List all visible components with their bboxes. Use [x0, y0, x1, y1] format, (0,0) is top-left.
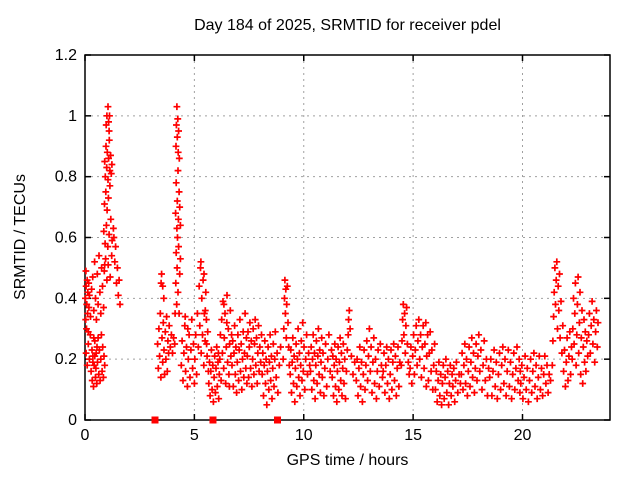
square-marker-flagged-epochs — [274, 416, 281, 424]
x-tick-label: 15 — [404, 427, 422, 444]
y-tick-label: 1.2 — [55, 47, 77, 64]
square-marker-flagged-epochs — [209, 416, 217, 424]
y-tick-label: 1 — [68, 108, 77, 125]
square-marker-flagged-epochs — [151, 416, 159, 424]
y-tick-label: 0.2 — [55, 351, 77, 368]
x-tick-label: 10 — [295, 427, 313, 444]
scatter-points-srmtid — [82, 103, 602, 409]
y-tick-label: 0.8 — [55, 169, 77, 186]
chart-title: Day 184 of 2025, SRMTID for receiver pde… — [194, 17, 501, 34]
y-tick-label: 0.4 — [55, 290, 77, 307]
x-tick-label: 5 — [190, 427, 199, 444]
y-tick-label: 0.6 — [55, 230, 77, 247]
x-axis-label: GPS time / hours — [286, 452, 409, 469]
x-tick-label: 0 — [81, 427, 90, 444]
x-tick-label: 20 — [514, 427, 532, 444]
y-tick-label: 0 — [68, 412, 77, 429]
